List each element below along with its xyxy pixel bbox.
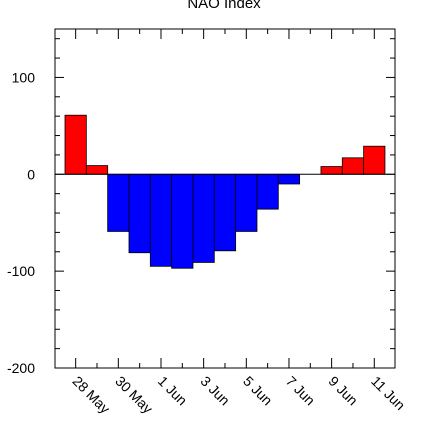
bar-6-jun <box>256 173 279 210</box>
bar-31-may <box>128 173 151 254</box>
x-tick-label: 28 May <box>70 373 114 417</box>
bar-11-jun <box>363 145 386 175</box>
y-tick-label: 100 <box>12 69 36 85</box>
x-tick-label: 7 Jun <box>283 373 319 409</box>
bar-4-jun <box>213 173 237 252</box>
axes-group <box>54 28 396 369</box>
y-tick-labels: 100 0 -100 -200 <box>7 69 35 376</box>
bar-9-jun <box>320 166 343 175</box>
x-tick-label: 30 May <box>112 373 156 417</box>
bar-5-jun <box>235 173 258 232</box>
y-tick-label: -200 <box>7 360 35 376</box>
x-tick-label: 11 Jun <box>368 373 408 413</box>
bar-30-may <box>107 173 130 232</box>
x-tick-label: 3 Jun <box>198 373 234 409</box>
bar-7-jun <box>277 173 301 185</box>
bar-10-jun <box>341 157 365 175</box>
y-tick-label: -100 <box>7 263 35 279</box>
bar-2-jun <box>171 173 194 269</box>
y-tick-label: 0 <box>27 166 35 182</box>
bar-3-jun <box>192 173 215 263</box>
bar-28-may <box>64 114 87 175</box>
x-tick-label: 9 Jun <box>326 373 362 409</box>
x-tick-label: 1 Jun <box>155 373 191 409</box>
x-tick-label: 5 Jun <box>240 373 276 409</box>
bars-group <box>64 114 386 269</box>
bar-1-jun <box>149 173 173 267</box>
bar-29-may <box>85 165 109 175</box>
chart-title: NAO Index <box>187 0 261 12</box>
